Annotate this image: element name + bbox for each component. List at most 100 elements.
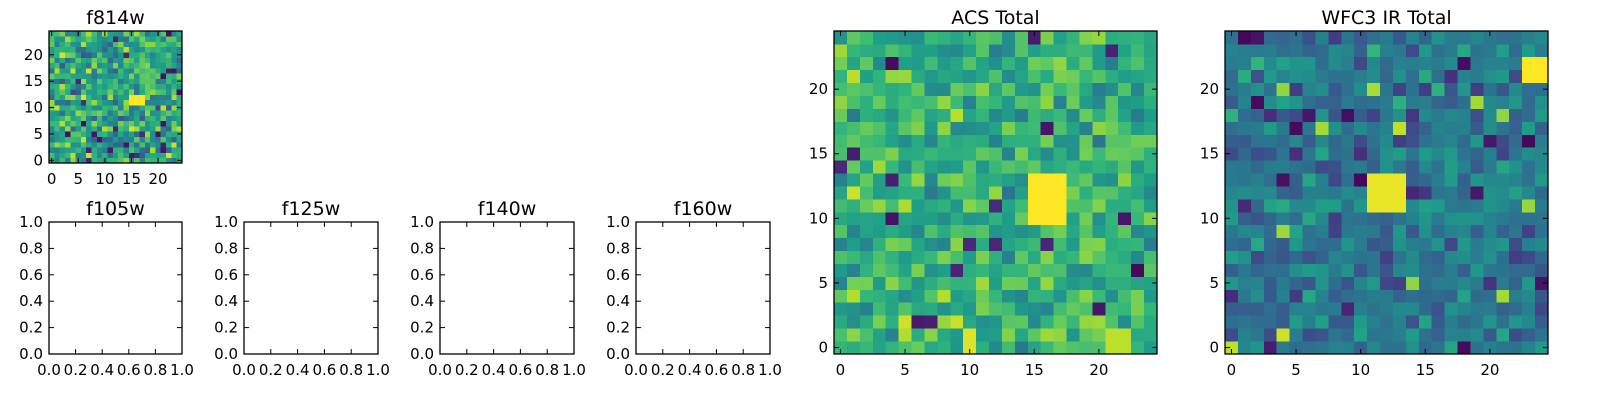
heatmap-cell [924,56,938,71]
y-tick-label: 1.0 [410,213,434,231]
heatmap-cell [1092,237,1106,252]
x-tick-label: 0.4 [482,361,506,379]
heatmap-cell [1509,31,1523,45]
heatmap-cell [989,134,1003,148]
heatmap-cell [118,67,124,74]
heatmap-acs-total [834,31,1158,355]
heatmap-cell [123,152,130,159]
heatmap-cell [112,110,119,116]
heatmap-cell [1380,147,1394,161]
heatmap-cell [1522,289,1536,303]
heatmap-cell [64,67,71,74]
heatmap-cell [1354,69,1368,84]
heatmap-cell [1315,186,1329,200]
heatmap-cell [54,73,61,79]
heatmap-cell [1328,289,1342,303]
heatmap-cell [1027,237,1042,252]
heatmap-cell [1535,211,1549,226]
heatmap-cell [139,73,146,79]
heatmap-cell [976,250,990,264]
heatmap-cell [859,173,874,187]
heatmap-cell [1053,173,1067,187]
heatmap-cell [1079,95,1093,109]
heatmap-cell [144,104,151,111]
y-tick-label: 0 [818,339,828,357]
heatmap-cell [937,56,951,71]
heatmap-cell [1237,56,1252,71]
heatmap-cell [134,152,140,159]
heatmap-cell [1053,82,1067,96]
heatmap-cell [166,131,172,137]
heatmap-cell [160,67,167,74]
heatmap-cell [1496,263,1510,277]
heatmap-cell [1483,289,1497,303]
heatmap-cell [1431,134,1446,148]
heatmap-cell [989,315,1003,329]
heatmap-cell [118,141,124,148]
heatmap-cell [1053,186,1067,200]
heatmap-cell [1444,186,1458,200]
heatmap-cell [139,152,146,159]
heatmap-cell [1118,43,1132,58]
heatmap-cell [171,36,178,42]
heatmap-cell [1354,95,1368,109]
heatmap-cell [1237,43,1252,58]
heatmap-cell [1131,302,1145,316]
heatmap-cell [924,263,938,277]
heatmap-cell [1535,173,1549,187]
heatmap-cell [128,147,135,153]
heatmap-cell [1367,263,1381,277]
heatmap-cell [1225,276,1239,290]
heatmap-cell [102,115,108,122]
heatmap-cell [1040,302,1055,316]
heatmap-cell [1225,43,1239,58]
heatmap-cell [1470,341,1484,355]
heatmap-cell [1105,186,1119,200]
heatmap-cell [1014,147,1029,161]
heatmap-cell [1276,43,1290,58]
heatmap-cell [846,302,861,316]
heatmap-cell [1483,56,1497,71]
heatmap-cell [1367,237,1381,252]
heatmap-cell [1392,173,1407,187]
heatmap-cell [59,83,66,90]
heatmap-cell [963,31,977,45]
heatmap-cell [1066,31,1080,45]
heatmap-cell [118,99,124,106]
heatmap-cell [128,36,135,42]
heatmap-cell [64,104,71,111]
heatmap-cell [144,46,151,53]
heatmap-cell [1289,302,1303,316]
heatmap-cell [1027,69,1042,84]
heatmap-cell [80,46,87,53]
heatmap-cell [1522,341,1536,355]
heatmap-cell [1392,211,1407,226]
heatmap-cell [1118,82,1132,96]
heatmap-cell [70,131,76,137]
heatmap-cell [64,157,71,164]
heatmap-cell [1509,328,1523,342]
heatmap-cell [1053,43,1067,58]
heatmap-cell [1079,302,1093,316]
heatmap-cell [1418,186,1433,200]
heatmap-cell [1014,211,1029,226]
heatmap-cell [155,147,162,153]
heatmap-cell [872,95,887,109]
heatmap-cell [1302,211,1316,226]
heatmap-cell [134,41,140,48]
heatmap-cell [59,78,66,85]
heatmap-cell [1079,237,1093,252]
heatmap-cell [160,104,167,111]
heatmap-cell [91,110,98,116]
heatmap-cell [1367,108,1381,122]
heatmap-cell [1535,328,1549,342]
heatmap-cell [1250,276,1265,290]
heatmap-cell [1341,315,1355,329]
heatmap-cell [963,224,977,239]
heatmap-cell [834,328,848,342]
heatmap-cell [1144,147,1158,161]
heatmap-cell [1418,134,1433,148]
heatmap-cell [872,315,887,329]
heatmap-cell [911,224,925,239]
panel-title: WFC3 IR Total [1321,7,1451,29]
